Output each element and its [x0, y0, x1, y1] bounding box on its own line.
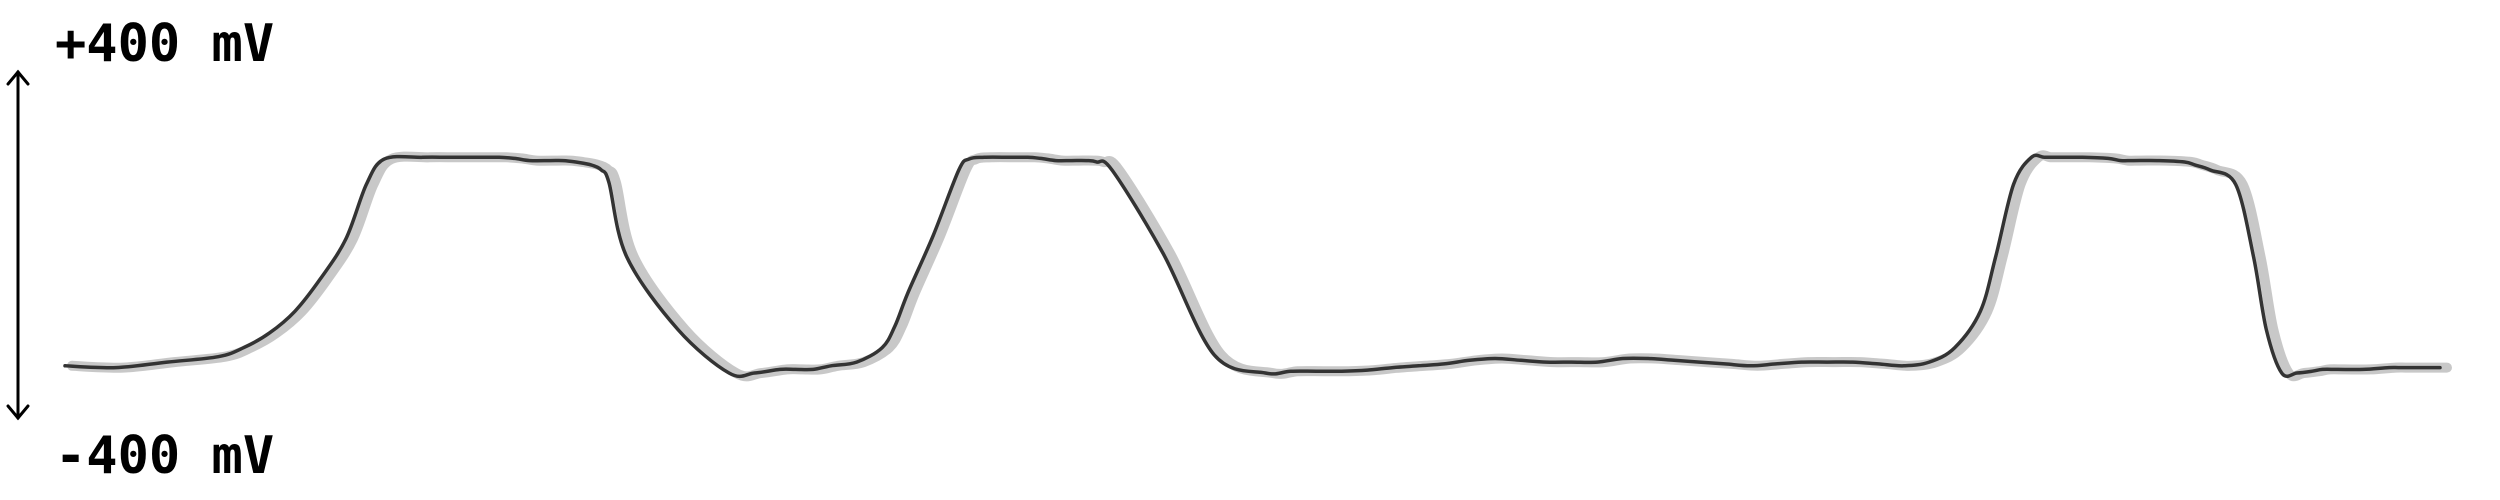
- trace-layer: [63, 150, 2452, 382]
- y-range-arrow: [6, 69, 30, 421]
- y-range-arrow-head-bottom: [6, 404, 30, 421]
- series-line: [63, 153, 2442, 379]
- y-range-arrow-head-top: [6, 69, 30, 86]
- series-trace-shadow: [67, 150, 2452, 382]
- y-max-label: +400 mV: [55, 14, 275, 74]
- y-min-label: -400 mV: [55, 426, 275, 486]
